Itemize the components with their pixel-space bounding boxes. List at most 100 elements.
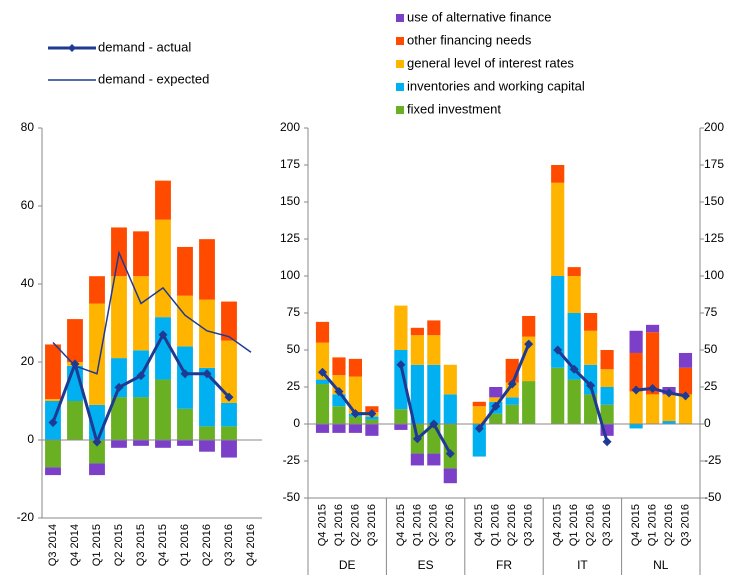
bar-segment [629,352,643,392]
y-tick-label: 75 [287,305,301,319]
line-marker [180,369,190,379]
bar-segment [678,394,693,424]
bar-segment [522,381,536,424]
y-tick-label: 100 [280,268,300,282]
bar-segment [489,413,503,424]
bar-segment [45,399,61,401]
y-tick-label: -25 [283,453,301,467]
bar-segment [551,276,565,368]
x-tick-label: Q2 2016 [585,504,597,546]
x-tick-label: Q3 2016 [523,504,535,546]
x-tick-label: Q3 2015 [135,524,147,566]
bar-segment [645,332,660,395]
x-tick-label: Q2 2016 [349,504,361,546]
bar-segment [427,453,441,466]
x-tick-label: Q1 2016 [490,504,502,546]
bar-segment [505,397,519,405]
bar-segment [645,394,660,424]
line-marker [412,434,422,444]
bar-segment [89,276,105,304]
bar-segment [133,276,149,351]
bar-segment [567,276,581,313]
x-tick-label: Q4 2015 [552,504,564,546]
y-tick-label: 60 [21,198,35,212]
y-tick-label: 0 [293,416,300,430]
bar-segment [410,335,424,365]
bar-segment [332,424,346,433]
x-tick-label: Q3 2016 [366,504,378,546]
bar-segment [221,440,237,458]
bar-segment [177,408,193,440]
bar-segment [427,320,441,336]
x-tick-label: Q2 2015 [113,524,125,566]
y-tick-label: 150 [280,194,300,208]
bar-segment [600,350,614,370]
bar-segment [111,440,127,448]
x-tick-label: Q2 2016 [428,504,440,546]
bar-segment [522,315,536,337]
legend-label: other financing needs [407,32,532,47]
x-tick-label: Q4 2014 [69,524,81,566]
bar-segment [348,416,363,424]
bar-segment [678,352,693,368]
x-tick-label: Q2 2016 [201,524,213,566]
legend-label: use of alternative finance [407,9,552,24]
line-marker [648,383,658,393]
x-tick-label: Q3 2016 [223,524,235,566]
y-tick-label: 50 [704,342,718,356]
bar-segment [365,419,379,424]
bar-segment [45,440,61,468]
x-tick-label: Q1 2016 [411,504,423,546]
y-tick-label: -50 [704,490,722,504]
bar-segment [67,319,83,362]
bar-segment [199,426,215,440]
line-marker [631,385,641,395]
y-tick-label: 200 [704,120,724,134]
line-marker [224,392,234,402]
bar-segment [567,313,581,380]
bar-segment [584,364,598,395]
y-tick-label: 125 [704,231,724,245]
x-tick-label: Q4 2015 [157,524,169,566]
y-tick-label: 200 [280,120,300,134]
line-marker [569,364,579,374]
line-marker [602,437,612,447]
x-tick-label: Q3 2016 [679,504,691,546]
y-tick-label: 175 [280,157,300,171]
line-marker [334,386,344,396]
line-marker [507,379,517,389]
bar-segment [332,406,346,424]
bar-segment [45,344,61,400]
bar-segment [662,394,676,422]
bar-segment [348,424,363,433]
bar-segment [199,440,215,452]
bar-segment [155,180,171,220]
bar-segment [472,406,486,424]
x-tick-label: Q1 2016 [333,504,345,546]
bar-segment [567,379,581,424]
line-marker [48,417,58,427]
x-tick-label: Q2 2016 [506,504,518,546]
bar-segment [89,440,105,464]
group-label: DE [339,558,356,572]
bar-segment [221,340,237,403]
bar-segment [489,387,503,398]
bar-segment [199,299,215,368]
bar-segment [221,426,237,440]
line-marker [491,401,501,411]
legend-label: demand - actual [98,39,191,54]
bar-segment [410,453,424,466]
bar-segment [155,440,171,448]
bar-segment [45,467,61,476]
bar-segment [315,321,330,343]
bar-segment [522,336,536,382]
bar-segment [443,468,457,484]
line-marker [474,423,484,433]
bar-segment [199,239,215,300]
y-tick-label: 100 [704,268,724,282]
y-tick-label: -25 [704,453,722,467]
bar-segment [348,358,363,377]
legend-marker [68,44,76,52]
line-marker [350,409,360,419]
bar-segment [584,313,598,331]
